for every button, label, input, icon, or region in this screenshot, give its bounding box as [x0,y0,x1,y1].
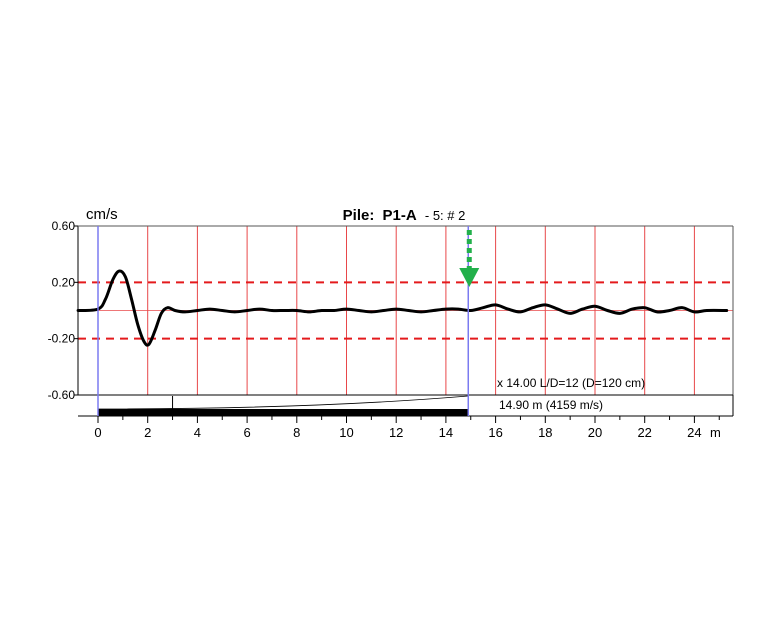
chart-subtitle: - 5: # 2 [425,208,465,223]
x-tick-label: 24 [687,425,701,440]
x-tick-label: 14 [439,425,453,440]
pile-length-bar [98,409,469,416]
x-tick-label: 4 [194,425,201,440]
unit-label: cm/s [86,206,118,223]
x-tick-label: 0 [94,425,101,440]
x-tick-label: 16 [488,425,502,440]
x-tick-label: 2 [144,425,151,440]
x-tick-label: 18 [538,425,552,440]
profile-curve [97,395,469,410]
x-tick-label: 20 [588,425,602,440]
y-tick-label: 0.20 [52,275,76,289]
x-tick-label: 10 [339,425,353,440]
marker-layer [97,226,480,416]
x-unit-label: m [710,425,721,440]
title-prefix: Pile: [343,207,375,224]
y-tick-label: -0.60 [48,388,76,402]
label-layer: cm/s Pile: P1-A - 5: # 2 x 14.00 L/D=12 … [48,206,721,440]
x-tick-label: 6 [243,425,250,440]
plot-frame [74,225,734,423]
trace-layer [76,269,729,347]
length-annotation: 14.90 m (4159 m/s) [499,398,603,412]
pile-id: P1-A [383,207,417,224]
toe-arrow-head [459,268,480,287]
ratio-annotation: x 14.00 L/D=12 (D=120 cm) [497,376,645,390]
y-tick-label: 0.60 [52,219,76,233]
x-tick-label: 8 [293,425,300,440]
chart-title: Pile: P1-A - 5: # 2 [343,207,466,224]
x-tick-label: 22 [637,425,651,440]
y-tick-label: -0.20 [48,332,76,346]
x-tick-label: 12 [389,425,403,440]
velocity-trace [76,269,729,347]
